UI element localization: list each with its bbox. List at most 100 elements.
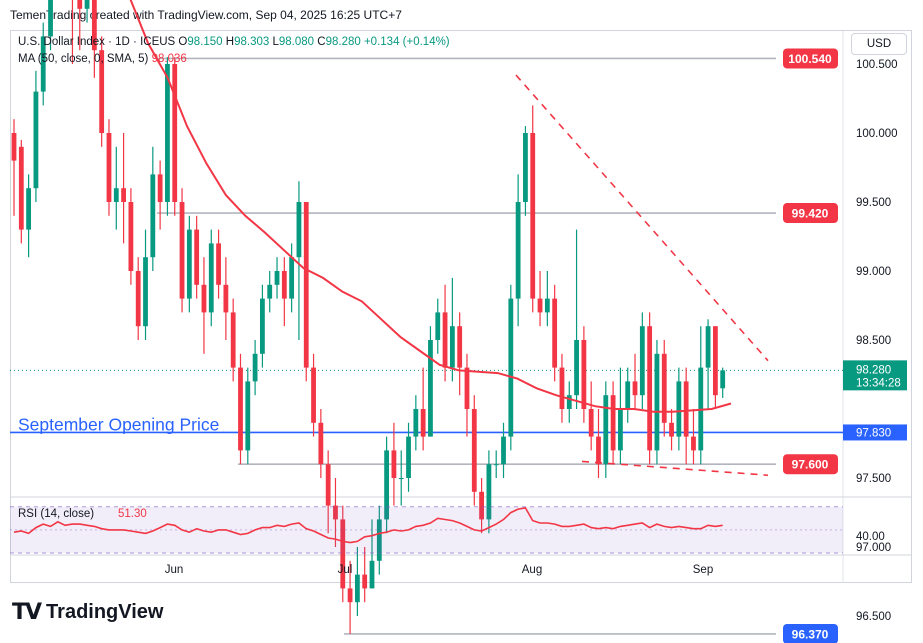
rsi-value: 51.30 bbox=[118, 508, 147, 520]
candle-body bbox=[223, 284, 229, 313]
candle-body bbox=[289, 257, 295, 299]
candle-body bbox=[165, 64, 170, 202]
candle-body bbox=[179, 202, 185, 299]
candle-body bbox=[26, 188, 32, 230]
candle-body bbox=[471, 409, 477, 492]
candle-body bbox=[442, 312, 448, 368]
symbol-legend: U.S. Dollar Index · 1D · ICEUS O98.150 H… bbox=[18, 36, 450, 48]
y-tick-label: 101.000 bbox=[856, 0, 898, 2]
ma-value: 98.036 bbox=[151, 53, 187, 65]
candle-body bbox=[11, 133, 17, 161]
candle-body bbox=[121, 188, 126, 202]
candle-body bbox=[654, 353, 660, 451]
candle-body bbox=[544, 298, 550, 313]
candle-body bbox=[354, 574, 360, 603]
high-value: 98.303 bbox=[234, 36, 270, 48]
candle-body bbox=[683, 381, 689, 437]
candle-body bbox=[33, 91, 39, 189]
ma50-line bbox=[129, 0, 732, 413]
candle-body bbox=[340, 519, 346, 589]
candle-body bbox=[669, 422, 674, 437]
candle-body bbox=[296, 202, 302, 258]
candle-body bbox=[318, 422, 324, 465]
close-value: 98.280 bbox=[325, 36, 361, 48]
y-tick-label: 97.000 bbox=[856, 542, 891, 554]
chart-header: TemenTrading created with TradingView.co… bbox=[10, 8, 402, 22]
candle-body bbox=[208, 243, 214, 313]
candle-body bbox=[457, 326, 463, 368]
candle-body bbox=[384, 450, 390, 520]
close-label: C bbox=[317, 36, 326, 48]
candle-body bbox=[238, 367, 243, 451]
high-label: H bbox=[225, 36, 235, 48]
y-tick-label: 98.500 bbox=[856, 335, 891, 347]
level-label-99-420: 99.420 bbox=[792, 207, 829, 221]
candle-body bbox=[274, 271, 280, 285]
y-tick-label: 97.500 bbox=[856, 473, 891, 485]
candle-body bbox=[420, 409, 426, 437]
candle-body bbox=[413, 409, 419, 437]
y-tick-label: 100.500 bbox=[856, 59, 898, 71]
y-tick-label: 99.500 bbox=[856, 197, 891, 209]
candle-body bbox=[508, 298, 514, 437]
candle-body bbox=[77, 0, 83, 9]
currency-selector[interactable]: USD bbox=[851, 33, 907, 55]
last-price-axis-bg bbox=[843, 360, 907, 391]
x-tick-label: Jun bbox=[165, 564, 184, 576]
ma-legend: MA (50, close, 0, SMA, 5) 98.036 bbox=[18, 53, 187, 65]
candle-body bbox=[661, 353, 667, 423]
candle-body bbox=[143, 257, 148, 327]
candle-body bbox=[135, 271, 141, 327]
candle-body bbox=[18, 146, 24, 230]
candle-body bbox=[194, 229, 200, 285]
level-label-96-370-bg bbox=[783, 623, 838, 643]
candle-body bbox=[186, 229, 192, 299]
candle-body bbox=[311, 367, 316, 423]
candle-body bbox=[581, 340, 587, 409]
level-label-99-420-bg bbox=[783, 203, 838, 224]
candle-body bbox=[406, 436, 411, 478]
tradingview-logo: TV TradingView bbox=[12, 600, 164, 625]
open-label: O bbox=[178, 36, 188, 48]
candle-body bbox=[84, 0, 90, 9]
ma-label: MA (50, close, 0, SMA, 5) bbox=[18, 53, 149, 65]
candle-body bbox=[639, 326, 645, 396]
candle-body bbox=[245, 381, 251, 451]
candle-body bbox=[281, 271, 287, 299]
candle-body bbox=[99, 50, 105, 134]
candle-body bbox=[40, 36, 46, 92]
candle-body bbox=[172, 64, 178, 202]
y-tick-label: 99.000 bbox=[856, 266, 891, 278]
level-label-100-540: 100.540 bbox=[788, 52, 832, 66]
candle-body bbox=[347, 588, 353, 603]
rsi-band bbox=[10, 506, 843, 553]
change-value: +0.134 (+0.14%) bbox=[363, 36, 450, 48]
candle-body bbox=[260, 298, 265, 354]
candle-body bbox=[676, 381, 682, 437]
candle-body bbox=[252, 353, 258, 382]
candle-body bbox=[464, 367, 470, 409]
candle-body bbox=[691, 436, 696, 451]
candle-body bbox=[113, 188, 119, 202]
candle-body bbox=[603, 395, 609, 465]
candle-body bbox=[566, 395, 572, 409]
candle-body bbox=[712, 326, 718, 396]
candle-body bbox=[267, 284, 273, 299]
rsi-line bbox=[13, 507, 723, 544]
candle-body bbox=[128, 202, 134, 271]
resistance-trendline bbox=[515, 74, 769, 362]
candle-body bbox=[201, 284, 207, 313]
x-tick-label: Sep bbox=[693, 564, 713, 576]
opening-axis-label: 97.830 bbox=[856, 427, 891, 439]
candle-body bbox=[479, 491, 484, 520]
opening-price-annotation: September Opening Price bbox=[18, 414, 219, 434]
candle-body bbox=[376, 519, 382, 561]
last-price-axis-label: 98.280 bbox=[856, 364, 891, 376]
opening-axis-bg bbox=[843, 424, 907, 441]
candle-body bbox=[333, 505, 338, 520]
candle-body bbox=[596, 436, 601, 465]
x-tick-label: Jul bbox=[338, 564, 353, 576]
candle-body bbox=[398, 478, 404, 479]
candle-body bbox=[428, 340, 433, 437]
